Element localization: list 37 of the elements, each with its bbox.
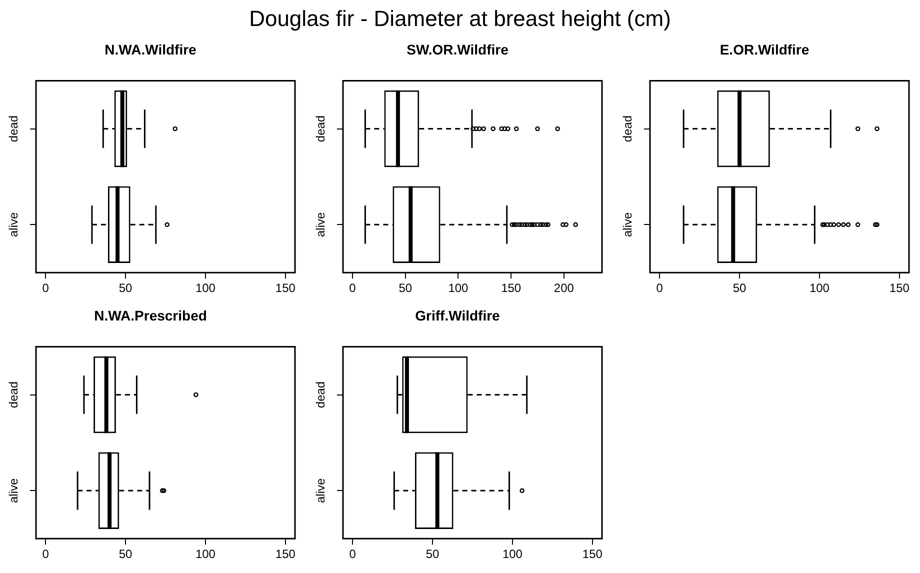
chart-title: N.WA.Wildfire (104, 41, 197, 58)
x-tick-label: 100 (195, 547, 216, 562)
x-tick-label: 50 (426, 547, 440, 562)
x-tick-label: 100 (809, 281, 830, 296)
text: Douglas fir - Diameter at breast height (cm) (248, 6, 672, 32)
x-tick-label: 100 (448, 281, 469, 296)
chart-title: SW.OR.Wildfire (406, 41, 509, 58)
y-tick-label: dead (6, 381, 20, 408)
x-tick-label: 150 (582, 547, 603, 562)
x-tick-label: 100 (502, 547, 523, 562)
y-tick-label: dead (313, 115, 328, 142)
x-tick-label: 200 (554, 281, 574, 296)
y-tick-label: alive (620, 212, 634, 237)
x-tick-label: 50 (118, 547, 133, 562)
x-tick-label: 0 (42, 547, 50, 562)
y-tick-label: dead (6, 115, 20, 142)
x-tick-label: 150 (275, 547, 296, 562)
x-tick-label: 150 (889, 281, 910, 296)
x-tick-label: 0 (656, 281, 664, 296)
x-tick-label: 100 (195, 281, 216, 296)
y-tick-label: dead (620, 115, 634, 142)
x-tick-label: 150 (501, 281, 522, 296)
chart-title: Griff.Wildfire (415, 307, 500, 324)
x-tick-label: 50 (398, 281, 412, 296)
x-tick-label: 0 (42, 281, 50, 296)
chart-title: E.OR.Wildfire (720, 41, 810, 58)
y-tick-label: alive (6, 478, 20, 503)
x-tick-label: 150 (275, 281, 296, 296)
x-tick-label: 50 (732, 281, 747, 296)
y-tick-label: dead (313, 381, 328, 408)
y-tick-label: alive (313, 212, 328, 237)
x-tick-label: 50 (118, 281, 133, 296)
chart-title: N.WA.Prescribed (94, 307, 207, 324)
x-tick-label: 0 (349, 281, 356, 296)
y-tick-label: alive (6, 212, 20, 237)
x-tick-label: 0 (349, 547, 356, 562)
y-tick-label: alive (313, 478, 328, 503)
